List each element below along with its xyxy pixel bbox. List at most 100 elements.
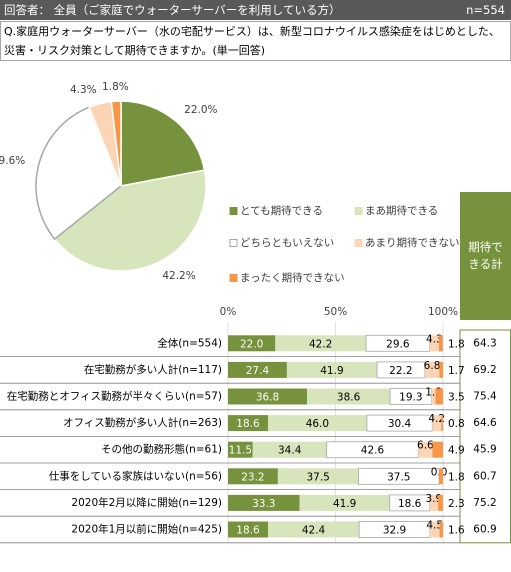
header-title: 回答者： 全員（ご家庭でウォーターサーバーを利用している方） [4,3,341,17]
data-label: 6.8 [424,360,441,372]
x-tick-label: 50% [324,306,347,318]
category-label: 全体(n=554) [157,336,222,349]
data-label: 29.6 [386,338,410,350]
bar-segment [432,415,442,432]
data-label: 4.2 [428,413,445,425]
legend-label: まあ期待できる [365,204,438,217]
data-label: 4.9 [448,445,465,457]
bar-segment [228,494,300,511]
x-tick-label: 0% [220,306,237,318]
bar-segment [286,361,377,378]
data-label: 36.8 [256,392,279,404]
bar-segment [418,441,433,458]
total-value: 75.4 [473,391,497,403]
bar-segment [438,494,443,511]
bar-segment [228,415,268,432]
bar-segment [389,388,433,405]
data-label: 1.7 [448,365,465,377]
data-label: 3.5 [448,392,465,404]
data-label: 34.4 [278,445,302,457]
bar-segment [277,468,359,485]
bar-segment [429,494,439,511]
legend-marker [229,274,238,282]
data-label: 1.6 [448,525,465,537]
legend-marker [229,239,238,247]
data-label: 0.8 [448,418,465,430]
total-value: 45.9 [473,444,496,456]
legend-marker [229,207,238,215]
data-label: 19.3 [399,392,422,404]
pie-label: 29.6% [0,155,25,167]
data-label: 4.5 [426,520,443,532]
data-label: 18.6 [398,498,422,510]
data-label: 33.3 [252,498,275,510]
bar-segment [228,335,276,352]
bar-segment [228,521,268,538]
bar-segment [389,494,431,512]
data-label: 4.3 [426,333,443,345]
pie-slice [53,169,207,272]
legend-label: あまり期待できない [365,236,460,249]
bar-segment [299,494,390,511]
data-label: 23.2 [241,471,264,483]
category-label: 仕事をしている家族はいない(n=56) [49,469,222,482]
bar-segment [424,361,440,378]
pie-label: 42.2% [162,270,195,282]
data-label: 27.4 [246,365,270,377]
data-label: 42.2 [309,338,332,350]
category-label: 2020年1月以前に開始(n=425) [71,523,222,536]
question-line: 災害・リスク対策として期待できますか。(単一回答) [4,44,266,57]
bar-segment [438,335,443,352]
bar-segment [429,521,440,538]
pie-slice [35,106,122,241]
legend-label: とても期待できる [240,204,323,217]
category-label: オフィス勤務が多い人計(n=263) [63,416,222,429]
total-column [459,329,511,544]
pie-label: 4.3% [70,84,97,96]
data-label: 41.9 [333,498,356,510]
bar-segment [365,334,431,352]
data-label: 37.5 [306,471,329,483]
category-label: 在宅勤務とオフィス勤務が半々くらい(n=57) [7,390,222,403]
total-value: 64.3 [473,337,496,349]
data-label: 1.8 [448,471,465,483]
question-line: Q.家庭用ウォーターサーバー（水の宅配サービス）は、新型コロナウイルス感染症をは… [4,25,500,38]
data-label: 3.9 [426,493,443,505]
bar-segment [439,521,443,538]
legend-marker [354,207,363,215]
category-label: 2020年2月以降に開始(n=129) [71,496,222,509]
bar-segment [307,388,391,405]
bar-segment [267,521,360,538]
data-label: 38.6 [337,392,361,404]
total-value: 64.6 [473,417,497,429]
legend-label: どちらともいえない [240,237,334,249]
legend-label: まったく期待できない [240,271,345,284]
pie-label: 1.8% [102,81,129,93]
bar-segment [228,361,287,378]
data-label: 22.0 [240,338,263,350]
data-label: 2.3 [448,498,465,510]
bar-segment [228,441,253,458]
total-header: 期待できる計 [460,192,511,320]
data-label: 32.9 [383,525,406,537]
data-label: 22.2 [389,365,412,377]
data-label: 6.6 [417,440,434,452]
data-label: 11.5 [229,445,252,457]
data-label: 30.4 [388,418,412,430]
bar-segment [432,441,443,458]
bar-segment [228,468,278,485]
bar-segment [228,388,308,405]
bar-segment [267,415,367,432]
pie-slice [120,100,206,187]
bar-segment [275,335,367,352]
bar-segment [441,415,443,432]
data-label: 18.6 [236,418,260,430]
total-value: 60.7 [473,470,496,482]
header: 回答者： 全員（ご家庭でウォーターサーバーを利用している方） n=554 [0,0,511,20]
legend-marker [354,239,363,247]
total-value: 69.2 [473,364,496,376]
data-label: 42.4 [302,525,326,537]
category-label: 在宅勤務が多い人計(n=117) [84,363,222,376]
